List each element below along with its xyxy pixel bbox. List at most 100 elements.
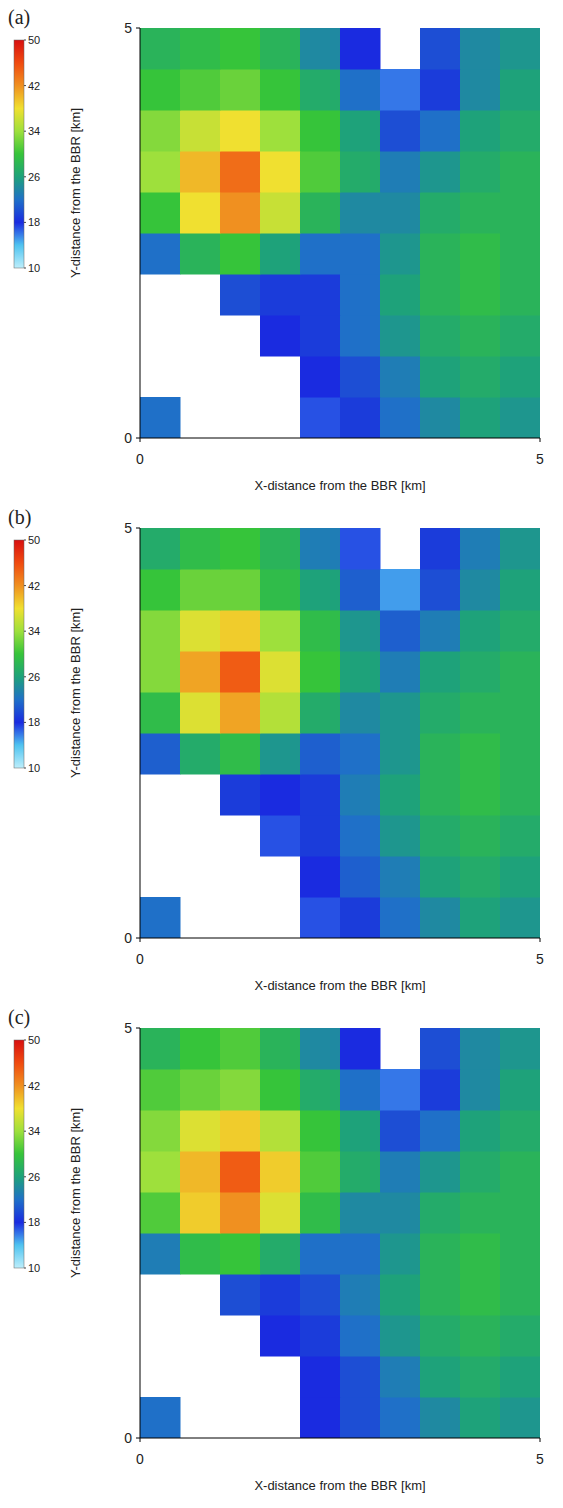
cell: [180, 1028, 221, 1070]
cell: [460, 1110, 501, 1152]
cell: [220, 1233, 261, 1275]
y-tick: [136, 1028, 140, 1029]
x-tick-label: 5: [536, 1451, 544, 1467]
cell: [220, 610, 261, 652]
cell: [220, 69, 261, 111]
cell: [260, 1274, 301, 1316]
cell: [340, 569, 381, 611]
cell: [140, 897, 181, 938]
cell: [380, 1274, 421, 1316]
cell: [500, 651, 540, 693]
x-tick: [540, 438, 541, 442]
cell: [300, 1233, 341, 1275]
cell: [420, 569, 461, 611]
cell: [420, 651, 461, 693]
colorbar-tick-label: 18: [28, 216, 40, 228]
cell: [140, 1233, 181, 1275]
cell: [220, 774, 261, 816]
panel: (b)0505X-distance from the BBR [km]Y-dis…: [8, 506, 544, 993]
y-tick-label: 5: [124, 20, 132, 36]
cell: [460, 774, 501, 816]
cell: [420, 733, 461, 775]
cell: [420, 315, 461, 357]
cell: [260, 1028, 301, 1070]
cell: [420, 897, 461, 938]
cell: [180, 110, 221, 152]
y-tick-label: 0: [124, 930, 132, 946]
cell: [500, 856, 540, 898]
cell: [420, 1315, 461, 1357]
cell: [220, 569, 261, 611]
cell: [180, 1233, 221, 1275]
cell: [180, 1069, 221, 1111]
colorbar-tick: [24, 585, 26, 586]
colorbar-tick-label: 26: [28, 1171, 40, 1183]
cell: [460, 569, 501, 611]
cell: [140, 69, 181, 111]
cell: [420, 356, 461, 398]
cell: [420, 1192, 461, 1234]
cell: [340, 233, 381, 275]
cell: [460, 856, 501, 898]
cell: [500, 233, 540, 275]
x-tick: [140, 438, 141, 442]
colorbar-tick: [24, 1268, 26, 1269]
cell: [340, 1110, 381, 1152]
cell: [460, 1315, 501, 1357]
cell: [420, 1151, 461, 1193]
colorbar-tick-label: 42: [28, 580, 40, 592]
cell: [420, 774, 461, 816]
colorbar-tick-label: 10: [28, 262, 40, 274]
cell: [420, 233, 461, 275]
cell: [500, 274, 540, 316]
colorbar-tick: [24, 176, 26, 177]
cell: [500, 151, 540, 193]
cell: [500, 1315, 540, 1357]
cell: [380, 69, 421, 111]
cell: [500, 1028, 540, 1070]
y-axis-title: Y-distance from the BBR [km]: [68, 108, 83, 278]
cell: [340, 1069, 381, 1111]
cell: [260, 233, 301, 275]
x-axis-title: X-distance from the BBR [km]: [254, 1478, 425, 1493]
cell: [380, 815, 421, 857]
cell: [180, 569, 221, 611]
cell: [500, 1151, 540, 1193]
cell: [260, 1192, 301, 1234]
cell: [380, 110, 421, 152]
cell: [500, 569, 540, 611]
cell: [140, 528, 181, 570]
cell: [340, 815, 381, 857]
cell: [180, 151, 221, 193]
colorbar-tick: [24, 1040, 26, 1041]
cell: [380, 1192, 421, 1234]
cell: [460, 1356, 501, 1398]
colorbar-tick-label: 34: [28, 625, 40, 637]
cell: [380, 1356, 421, 1398]
cell: [340, 1274, 381, 1316]
x-tick-label: 0: [136, 451, 144, 467]
colorbar-tick: [24, 540, 26, 541]
x-axis-line: [140, 938, 540, 939]
cell: [500, 692, 540, 734]
colorbar-tick-label: 18: [28, 1216, 40, 1228]
cell: [340, 28, 381, 70]
cell: [500, 1192, 540, 1234]
y-axis-line: [140, 1028, 141, 1438]
panel: (c)0505X-distance from the BBR [km]Y-dis…: [8, 1006, 544, 1493]
cell: [180, 233, 221, 275]
cell: [300, 28, 341, 70]
cell: [340, 610, 381, 652]
cell: [260, 1233, 301, 1275]
cell: [380, 1397, 421, 1438]
cell: [260, 528, 301, 570]
cell: [340, 397, 381, 438]
y-tick-label: 5: [124, 520, 132, 536]
cell: [300, 651, 341, 693]
colorbar-tick-label: 34: [28, 125, 40, 137]
cell: [420, 1110, 461, 1152]
colorbar-tick: [24, 676, 26, 677]
cell: [140, 610, 181, 652]
cell: [500, 69, 540, 111]
colorbar-tick: [24, 131, 26, 132]
